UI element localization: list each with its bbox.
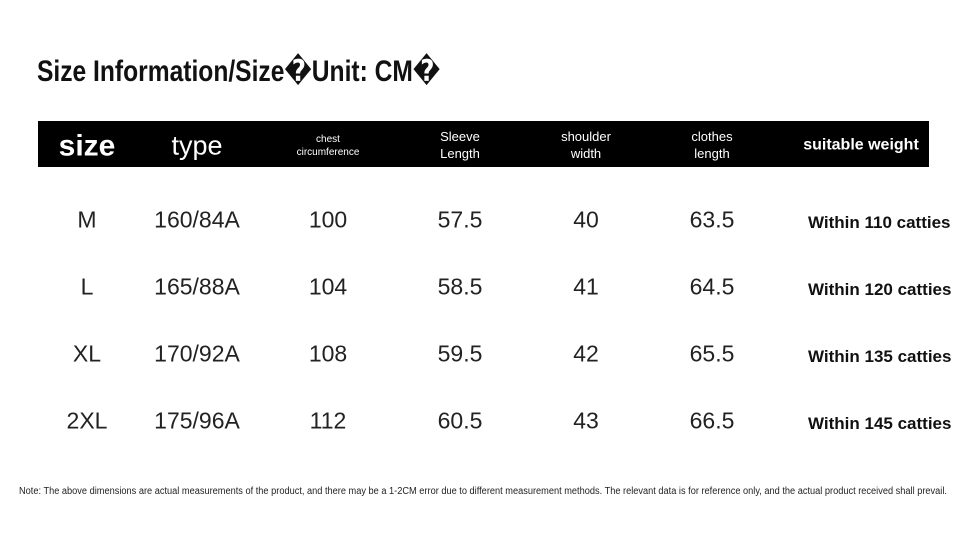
weight-cell: Within 120 catties bbox=[808, 280, 952, 299]
cell: L bbox=[80, 273, 94, 300]
cell: 100 bbox=[308, 206, 348, 233]
cell: 175/96A bbox=[154, 407, 240, 434]
cell: 57.5 bbox=[437, 206, 483, 233]
header-cell: chest circumference bbox=[296, 134, 360, 158]
cell: 59.5 bbox=[437, 340, 483, 367]
cell: 42 bbox=[573, 340, 599, 367]
header-cell: type bbox=[171, 130, 223, 161]
header-cell: clothes length bbox=[691, 129, 733, 161]
cell: 58.5 bbox=[437, 273, 483, 300]
cell: 160/84A bbox=[154, 206, 240, 233]
cell: 66.5 bbox=[689, 407, 735, 434]
header-cell: shoulder width bbox=[561, 129, 611, 161]
cell: 40 bbox=[573, 206, 599, 233]
cell: 43 bbox=[573, 407, 599, 434]
header-bar bbox=[38, 121, 929, 167]
header-cell: suitable weight bbox=[803, 136, 919, 154]
cell: M bbox=[77, 206, 97, 233]
cell: 108 bbox=[308, 340, 348, 367]
cell: 65.5 bbox=[689, 340, 735, 367]
cell: 64.5 bbox=[689, 273, 735, 300]
weight-cell: Within 135 catties bbox=[808, 347, 952, 366]
cell: 2XL bbox=[66, 407, 108, 434]
title: Size Information/Size�Unit: CM� bbox=[37, 55, 441, 88]
note: Note: The above dimensions are actual me… bbox=[19, 486, 947, 497]
cell: 112 bbox=[309, 407, 347, 434]
weight-cell: Within 145 catties bbox=[808, 414, 952, 433]
cell: 60.5 bbox=[437, 407, 483, 434]
cell: 63.5 bbox=[689, 206, 735, 233]
cell: 104 bbox=[308, 273, 348, 300]
cell: 41 bbox=[573, 273, 599, 300]
cell: XL bbox=[72, 340, 102, 367]
header-cell: size bbox=[58, 129, 116, 163]
cell: 165/88A bbox=[154, 273, 240, 300]
header-cell: Sleeve Length bbox=[440, 129, 480, 161]
cell: 170/92A bbox=[154, 340, 240, 367]
weight-cell: Within 110 catties bbox=[808, 213, 951, 232]
